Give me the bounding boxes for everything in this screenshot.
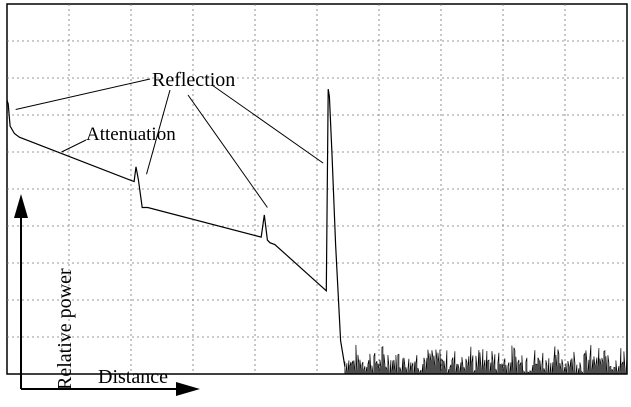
x-axis-arrow-head xyxy=(176,382,200,396)
grid-lines xyxy=(7,4,627,374)
leader-reflection-launch xyxy=(15,78,151,110)
leader-reflection-spike-1 xyxy=(146,89,171,175)
leader-attenuation xyxy=(61,139,87,153)
otdr-trace-line xyxy=(6,89,346,367)
leader-reflection-end xyxy=(211,84,324,164)
x-axis-label: Distance xyxy=(98,366,168,388)
leader-reflection-spike-2 xyxy=(187,94,268,208)
reflection-label: Reflection xyxy=(152,69,235,91)
noise-floor-trace xyxy=(344,344,628,375)
noise-floor xyxy=(344,344,628,375)
annotation-leaders xyxy=(15,78,324,208)
y-axis-label: Relative power xyxy=(54,268,76,390)
y-axis-arrow-head xyxy=(14,194,28,218)
attenuation-label: Attenuation xyxy=(86,124,176,145)
